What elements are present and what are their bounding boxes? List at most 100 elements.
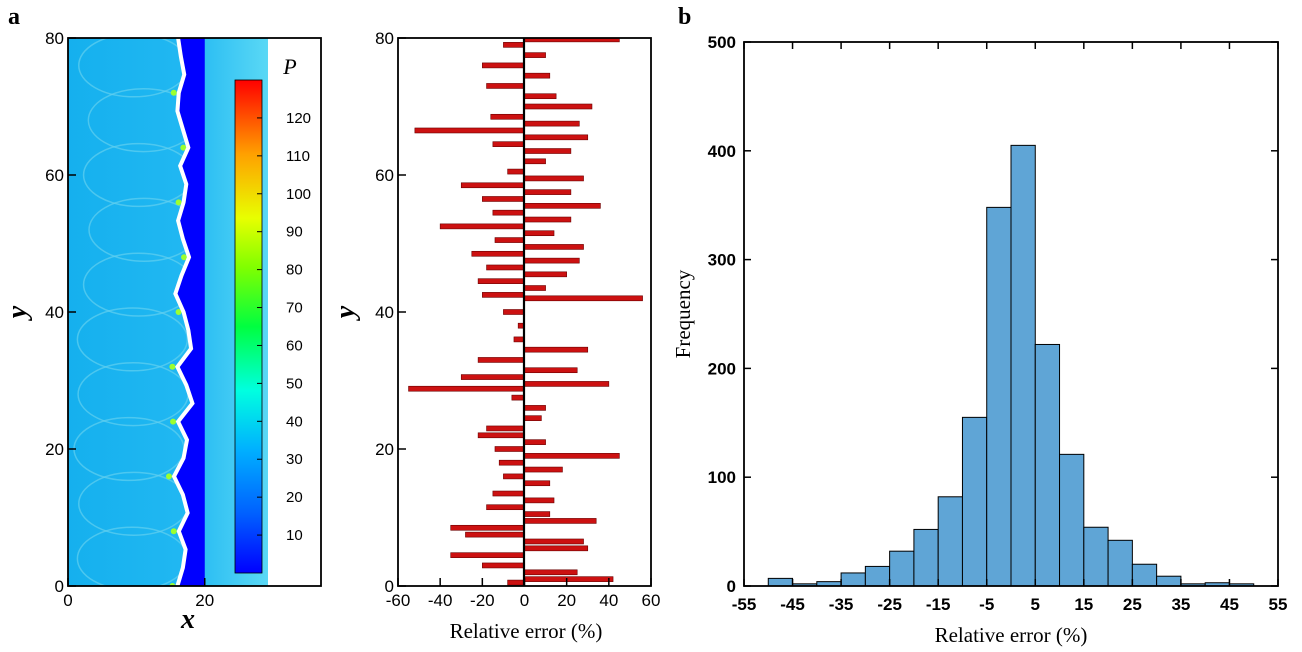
y-tick-label: 20 (45, 440, 64, 459)
error-bar (524, 415, 542, 421)
triple-point (181, 254, 188, 261)
histogram-bar (961, 416, 988, 587)
detonation-front (171, 38, 195, 586)
colorbar-tick-label: 40 (286, 413, 303, 430)
error-bar (471, 250, 525, 257)
colorbar-tick-label: 20 (286, 489, 303, 506)
error-bar (524, 480, 551, 487)
error-bar (477, 357, 525, 363)
y-tick-label: 40 (375, 303, 394, 322)
histogram-bar (1010, 144, 1036, 587)
x-tick-label: -60 (386, 591, 411, 610)
colorbar-tick-label: 100 (286, 186, 311, 203)
y-tick-label: 500 (708, 33, 736, 52)
x-tick-label: 40 (599, 591, 618, 610)
y-tick-label: 80 (45, 29, 64, 48)
histogram-ylabel: Frequency (671, 269, 695, 358)
error-bar (524, 257, 580, 264)
error-bar (524, 72, 551, 79)
contour-plot: 0 20 0 20 40 60 80 x y P 10 20 30 40 50 60 70 80 90 100… (2, 29, 322, 635)
error-bar (524, 405, 546, 411)
x-tick-label: -25 (877, 595, 902, 614)
colorbar-tick-label: 120 (286, 110, 311, 127)
histogram-bar (889, 550, 915, 587)
histogram-bar (1034, 343, 1061, 587)
error-ticks: -60 -40 -20 0 20 40 60 0 20 40 60 80 (375, 29, 660, 610)
error-bar (524, 230, 555, 237)
error-bar (482, 196, 525, 202)
triple-point (180, 144, 187, 151)
colorbar-tick-label: 50 (286, 375, 303, 392)
x-tick-label: -55 (732, 595, 757, 614)
x-tick-label: 20 (195, 591, 214, 610)
colorbar-tick-label: 90 (286, 224, 303, 241)
error-bar (524, 295, 643, 302)
error-bar (486, 83, 525, 89)
triple-point (170, 528, 177, 535)
x-tick-label: -20 (470, 591, 495, 610)
colorbar-tick-label: 30 (286, 451, 303, 468)
error-bar (494, 237, 525, 243)
error-bar (486, 425, 525, 432)
x-tick-label: 20 (557, 591, 576, 610)
error-bar (524, 120, 580, 127)
triple-point (175, 309, 182, 315)
error-bar (524, 148, 572, 154)
error-bar (460, 374, 525, 380)
triple-point (170, 418, 177, 425)
error-bar (477, 278, 525, 284)
error-bar (524, 189, 572, 195)
histogram-bar (1156, 575, 1182, 587)
error-bar (524, 518, 597, 524)
y-tick-label: 0 (385, 577, 394, 596)
error-bar (492, 490, 525, 497)
x-tick-label: 0 (520, 591, 529, 610)
colorbar-tick-label: 80 (286, 262, 303, 279)
x-tick-label: -15 (926, 595, 951, 614)
error-bar (524, 511, 551, 517)
triple-point (169, 363, 176, 370)
error-bar (511, 394, 525, 401)
y-tick-label: 0 (727, 577, 736, 596)
error-bar (524, 285, 546, 291)
error-bar (503, 42, 525, 48)
histogram-bar (1107, 539, 1133, 587)
error-bar (503, 473, 525, 480)
error-bar (524, 569, 578, 576)
colorbar-tick-label: 70 (286, 300, 303, 317)
error-bar (524, 93, 557, 100)
error-bar (408, 385, 525, 392)
y-tick-label: 0 (55, 577, 64, 596)
contour-xlabel: x (180, 604, 195, 635)
colorbar-tick-label: 10 (286, 527, 303, 544)
error-bar (524, 538, 584, 545)
x-tick-label: 5 (1031, 595, 1040, 614)
histogram-bar (937, 496, 963, 587)
error-ylabel: y (330, 305, 361, 321)
error-bar (524, 203, 601, 209)
histogram-bar (864, 565, 891, 587)
error-bar (465, 531, 525, 538)
error-bar (460, 182, 525, 189)
y-tick-label: 100 (708, 468, 736, 487)
error-bar (524, 244, 584, 250)
error-bar (486, 504, 525, 511)
error-bar (486, 264, 525, 271)
colorbar-ticks: 10 20 30 40 50 60 70 80 90 100 110 120 (257, 110, 311, 544)
colorbar (234, 79, 263, 574)
x-tick-label: 0 (63, 591, 72, 610)
x-tick-label: -35 (829, 595, 854, 614)
triple-point (165, 473, 172, 480)
colorbar-tick-label: 60 (286, 337, 303, 354)
error-bar (450, 524, 525, 531)
histogram-bar (1059, 453, 1085, 587)
histogram-bar (913, 528, 939, 587)
error-bars (408, 38, 643, 586)
y-tick-label: 300 (708, 251, 736, 270)
x-tick-label: 25 (1123, 595, 1142, 614)
error-bar (524, 497, 555, 504)
x-tick-label: -45 (780, 595, 805, 614)
error-bar (524, 545, 589, 552)
error-bar (524, 453, 620, 459)
